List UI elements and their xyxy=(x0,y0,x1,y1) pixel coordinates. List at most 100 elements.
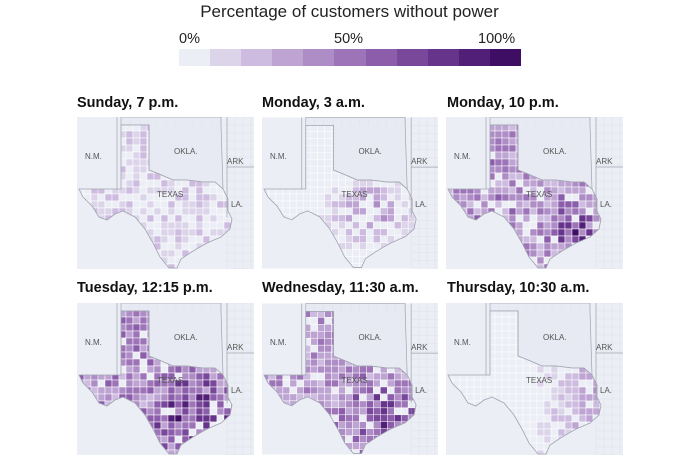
county-cell xyxy=(139,165,148,174)
county-cell xyxy=(564,214,573,223)
county-cell xyxy=(195,228,204,237)
county-cell xyxy=(473,379,482,388)
county-cell xyxy=(167,179,176,188)
county-cell xyxy=(571,400,580,409)
county-cell xyxy=(394,214,402,223)
county-cell xyxy=(125,130,134,139)
county-cell xyxy=(494,323,503,332)
county-cell xyxy=(557,414,566,423)
county-cell xyxy=(522,207,531,216)
county-cell xyxy=(352,414,360,423)
county-cell xyxy=(181,228,190,237)
county-cell xyxy=(543,249,552,258)
county-cell xyxy=(536,393,545,402)
county-cell xyxy=(195,407,204,416)
county-cell xyxy=(387,372,395,381)
county-cell xyxy=(508,193,517,202)
county-cell xyxy=(585,379,594,388)
county-cell xyxy=(310,193,318,202)
county-cell xyxy=(338,214,346,223)
county-cell xyxy=(400,214,409,223)
county-cell xyxy=(571,221,580,230)
county-cell xyxy=(543,393,552,402)
county-cell xyxy=(167,242,176,251)
county-cell xyxy=(174,414,183,423)
outage-map-monday-10pm: N.M. OKLA. ARK TEXAS LA. xyxy=(446,117,623,269)
legend-title: Percentage of customers without power xyxy=(200,2,499,21)
county-cell xyxy=(132,365,141,374)
county-cell xyxy=(90,193,99,202)
county-cell xyxy=(494,358,503,367)
county-cell xyxy=(282,393,291,402)
county-cell xyxy=(174,365,183,374)
county-cell xyxy=(338,414,346,423)
county-cell xyxy=(345,386,353,395)
county-cell xyxy=(585,214,594,223)
county-cell xyxy=(167,207,176,216)
county-cell xyxy=(202,193,211,202)
county-cell xyxy=(139,330,148,339)
county-cell xyxy=(373,207,381,216)
county-cell xyxy=(310,351,318,360)
county-cell xyxy=(153,407,162,416)
label-la: LA. xyxy=(415,200,427,209)
county-cell xyxy=(139,337,148,346)
county-cell xyxy=(373,379,381,388)
county-cell xyxy=(195,186,204,195)
legend-swatch-4 xyxy=(303,49,335,66)
panel-title-sunday: Sunday, 7 p.m. xyxy=(77,95,179,111)
county-cell xyxy=(536,214,545,223)
county-cell xyxy=(338,221,346,230)
label-la: LA. xyxy=(600,200,612,209)
county-cell xyxy=(331,400,339,409)
county-cell xyxy=(324,400,332,409)
county-cell xyxy=(331,372,339,381)
county-cell xyxy=(550,207,559,216)
county-cell xyxy=(373,421,381,429)
county-cell xyxy=(139,316,148,325)
county-cell xyxy=(494,130,503,139)
county-cell xyxy=(132,186,141,195)
county-cell xyxy=(188,379,197,388)
county-cell xyxy=(153,207,162,216)
county-cell xyxy=(557,200,566,209)
county-cell xyxy=(394,393,402,402)
county-cell xyxy=(209,379,218,388)
county-cell xyxy=(536,242,545,251)
label-okla: OKLA. xyxy=(358,333,381,342)
county-cell xyxy=(97,193,106,202)
county-cell xyxy=(125,165,134,174)
county-cell xyxy=(118,193,127,202)
county-cell xyxy=(373,428,381,436)
county-cell xyxy=(480,379,489,388)
county-cell xyxy=(345,428,353,436)
county-cell xyxy=(146,372,155,381)
county-cell xyxy=(508,207,517,216)
county-cell xyxy=(139,144,148,153)
county-cell xyxy=(352,442,360,450)
county-cell xyxy=(564,407,573,416)
county-cell xyxy=(400,207,409,216)
county-cell xyxy=(508,330,517,339)
county-cell xyxy=(501,165,510,174)
county-cell xyxy=(494,379,503,388)
county-cell xyxy=(195,379,204,388)
county-cell xyxy=(394,186,402,195)
county-cell xyxy=(345,228,353,237)
county-cell xyxy=(373,200,381,209)
county-cell xyxy=(132,158,141,167)
county-cell xyxy=(536,400,545,409)
county-cell xyxy=(578,372,587,381)
county-cell xyxy=(529,393,538,402)
county-cell xyxy=(125,344,134,353)
county-cell xyxy=(536,435,545,444)
county-cell xyxy=(522,214,531,223)
county-cell xyxy=(167,386,176,395)
county-cell xyxy=(578,414,587,423)
county-cell xyxy=(373,407,381,416)
county-cell xyxy=(501,130,510,139)
county-cell xyxy=(324,351,332,360)
county-cell xyxy=(585,400,594,409)
county-cell xyxy=(543,179,552,188)
county-cell xyxy=(550,235,559,244)
